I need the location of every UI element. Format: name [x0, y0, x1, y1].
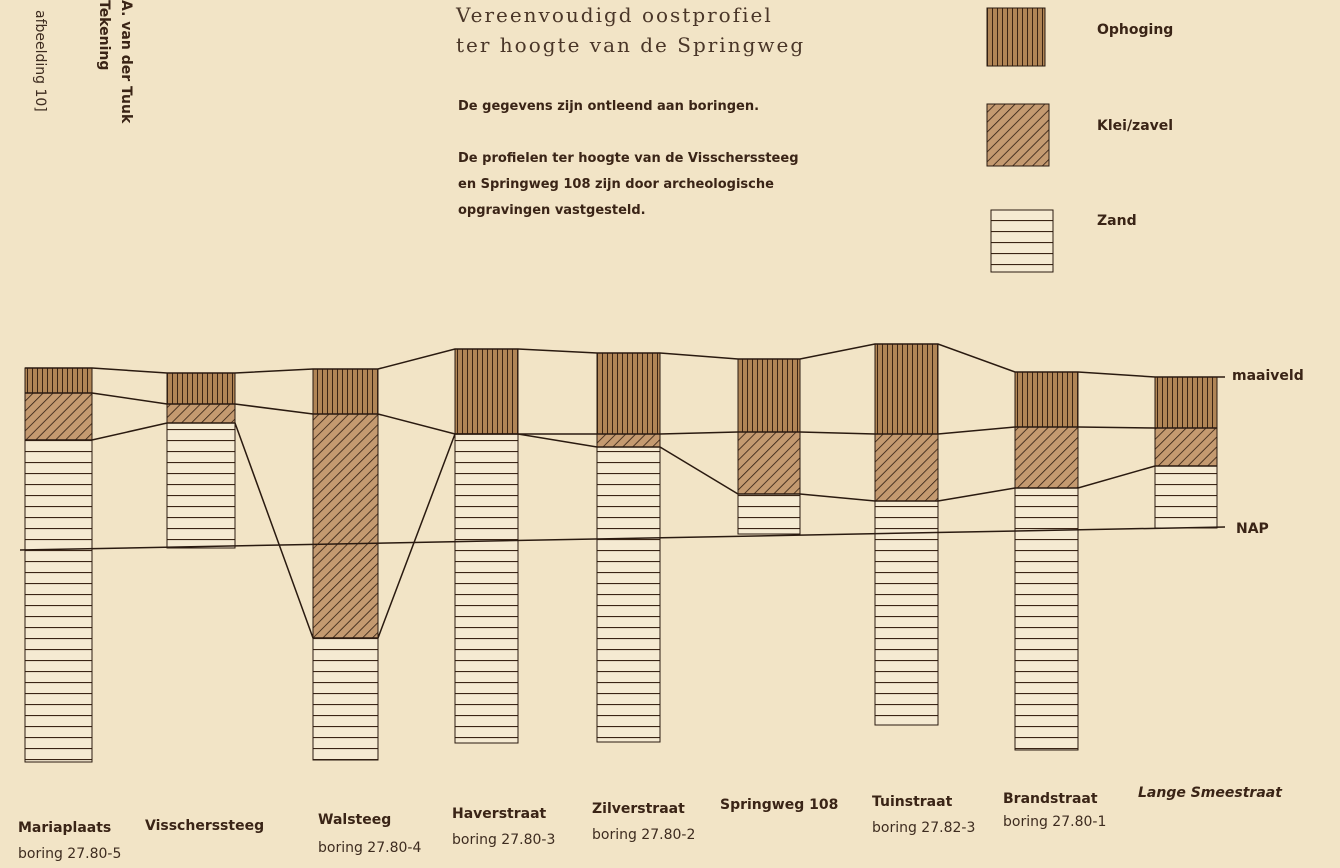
column-name: Visscherssteeg [145, 818, 264, 834]
layer-ophoging [167, 373, 235, 404]
layer-zand [1155, 466, 1217, 528]
boring: boring 27.80-5 [18, 846, 121, 862]
side-note: A. van der Tuuk [118, 0, 134, 124]
layer-ophoging [455, 349, 518, 434]
side-note: afbeelding 10] [32, 10, 48, 112]
note: De gegevens zijn ontleend aan boringen. [458, 99, 759, 114]
diagram: afbeelding 10] Tekening A. van der Tuuk … [0, 0, 1340, 868]
layer-zand [313, 638, 378, 760]
column-name: Zilverstraat [592, 801, 685, 817]
side-note: Tekening [96, 0, 112, 70]
column-name: Haverstraat [452, 806, 547, 822]
level-label: NAP [1236, 521, 1269, 537]
layer-zand [738, 494, 800, 534]
legend-label: Zand [1097, 213, 1137, 229]
layer-klei [738, 432, 800, 494]
layer-zand [25, 440, 92, 762]
layer-ophoging [1015, 372, 1078, 427]
note: opgravingen vastgesteld. [458, 203, 646, 218]
column-name: Walsteeg [318, 812, 391, 828]
layer-zand [1015, 488, 1078, 750]
legend-label: Ophoging [1097, 22, 1173, 38]
layer-ophoging [875, 344, 938, 434]
title: Vereenvoudigd oostprofiel [455, 3, 773, 27]
legend-label: Klei/zavel [1097, 118, 1173, 134]
title: ter hoogte van de Springweg [456, 33, 805, 57]
legend-swatch [987, 8, 1045, 66]
boring: boring 27.80-3 [452, 832, 555, 848]
layer-klei [597, 434, 660, 447]
column-name: Tuinstraat [872, 794, 953, 810]
boring: boring 27.82-3 [872, 820, 975, 836]
layer-klei [1155, 428, 1217, 466]
layer-ophoging [313, 369, 378, 414]
layer-klei [167, 404, 235, 423]
legend-swatch [991, 210, 1053, 272]
legend-swatch [987, 104, 1049, 166]
layer-ophoging [25, 368, 92, 393]
note: De profielen ter hoogte van de Visschers… [458, 151, 799, 166]
layer-zand [597, 447, 660, 742]
layer-ophoging [1155, 377, 1217, 428]
boring: boring 27.80-2 [592, 827, 695, 843]
layer-klei [1015, 427, 1078, 488]
layer-zand [455, 434, 518, 743]
layer-ophoging [738, 359, 800, 432]
layer-klei [25, 393, 92, 440]
layer-klei [313, 414, 378, 638]
note: en Springweg 108 zijn door archeologisch… [458, 177, 774, 192]
level-label: maaiveld [1232, 368, 1304, 384]
column-name: Brandstraat [1003, 791, 1098, 807]
layer-zand [875, 501, 938, 725]
layer-ophoging [597, 353, 660, 434]
column-name: Springweg 108 [720, 797, 838, 813]
boring: boring 27.80-1 [1003, 814, 1106, 830]
boring: boring 27.80-4 [318, 840, 421, 856]
column-name: Mariaplaats [18, 820, 111, 836]
layer-zand [167, 423, 235, 548]
layer-klei [875, 434, 938, 501]
column-name: Lange Smeestraat [1138, 785, 1283, 801]
